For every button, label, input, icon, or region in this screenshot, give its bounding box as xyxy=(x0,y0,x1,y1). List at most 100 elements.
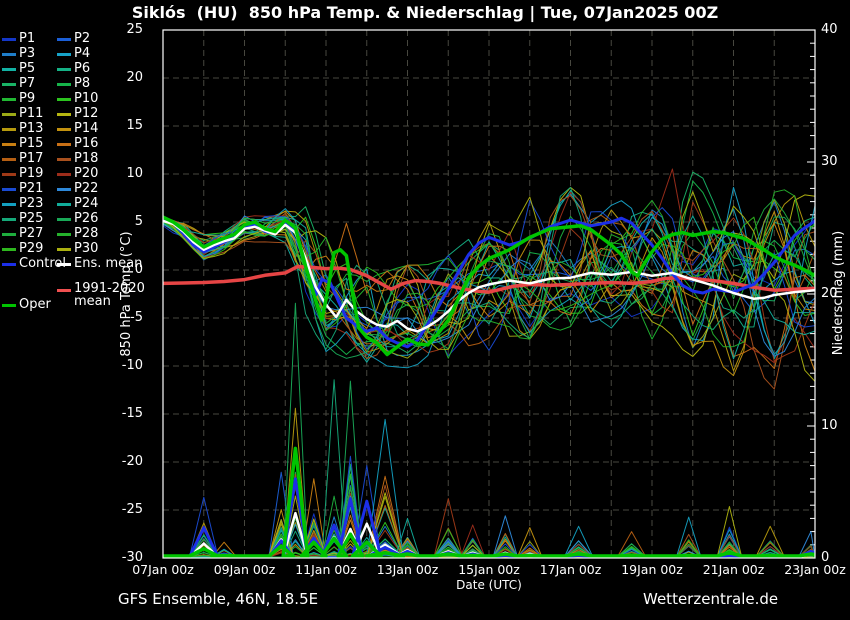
legend-item-P16-label: P16 xyxy=(74,136,99,151)
member-temp-P8 xyxy=(163,180,815,355)
left-tick--15: -15 xyxy=(121,406,143,421)
legend-item-P6-label: P6 xyxy=(74,61,91,76)
right-tick-40: 40 xyxy=(821,22,838,37)
left-tick-0: 0 xyxy=(134,262,143,277)
legend-item-P14-swatch xyxy=(57,128,71,131)
model-info-text: GFS Ensemble, 46N, 18.5E xyxy=(118,590,319,608)
x-tick-5: 17Jan 00z xyxy=(539,562,602,577)
x-tick-7: 21Jan 00z xyxy=(702,562,765,577)
member-temp-P22 xyxy=(163,215,815,357)
legend-item-ens-mean-label: Ens. mean xyxy=(74,256,143,271)
left-tick--10: -10 xyxy=(121,358,143,373)
right-tick-10: 10 xyxy=(821,418,838,433)
x-tick-2: 11Jan 00z xyxy=(295,562,357,577)
legend-item-P5-swatch xyxy=(2,68,16,71)
legend-item-control-swatch xyxy=(2,263,16,266)
legend-item-P30-swatch xyxy=(57,248,71,251)
right-axis-ticks xyxy=(807,42,815,546)
legend-item-P1-label: P1 xyxy=(19,31,36,46)
legend-item-ens-mean-swatch xyxy=(57,263,71,266)
right-tick-30: 30 xyxy=(821,154,838,169)
legend-item-P19-swatch xyxy=(2,173,16,176)
left-tick-15: 15 xyxy=(126,118,143,133)
left-tick-20: 20 xyxy=(126,70,143,85)
plot-frame xyxy=(162,29,816,559)
left-tick--5: -5 xyxy=(130,310,143,325)
ensemble-mean-line xyxy=(163,219,815,333)
legend-item-P12-swatch xyxy=(57,113,71,116)
legend-item-oper-swatch xyxy=(2,304,16,307)
legend-item-P13-label: P13 xyxy=(19,121,44,136)
legend-item-P12-label: P12 xyxy=(74,106,99,121)
left-tick-10: 10 xyxy=(126,166,143,181)
member-temp-P28 xyxy=(163,189,815,359)
left-tick-25: 25 xyxy=(126,22,143,37)
legend-item-P8-swatch xyxy=(57,83,71,86)
legend-item-P19-label: P19 xyxy=(19,166,44,181)
legend-item-P20-swatch xyxy=(57,173,71,176)
legend-item-P11-swatch xyxy=(2,113,16,116)
x-tick-0: 07Jan 00z xyxy=(132,562,194,577)
member-temp-P11 xyxy=(163,198,815,359)
legend-item-P25-swatch xyxy=(2,218,16,221)
legend-item-P8-label: P8 xyxy=(74,76,91,91)
legend-item-P29-swatch xyxy=(2,248,16,251)
member-temp-P26 xyxy=(163,216,815,359)
legend-item-P1-swatch xyxy=(2,38,16,41)
legend-item-P18-swatch xyxy=(57,158,71,161)
legend-item-P11-label: P11 xyxy=(19,106,44,121)
left-tick--20: -20 xyxy=(121,454,143,469)
left-tick-5: 5 xyxy=(134,214,143,229)
legend-item-P3-label: P3 xyxy=(19,46,36,61)
legend-item-P2-swatch xyxy=(57,38,71,41)
legend-item-P4-swatch xyxy=(57,53,71,56)
left-axis-title: 850 hPa Temp. (°C) xyxy=(119,231,134,357)
page-title: Siklós (HU) 850 hPa Temp. & Niederschlag… xyxy=(131,3,719,22)
legend-item-P28-swatch xyxy=(57,233,71,236)
legend-item-P20-label: P20 xyxy=(74,166,99,181)
legend-item-P27-swatch xyxy=(2,233,16,236)
legend-item-P23-swatch xyxy=(2,203,16,206)
legend-item-P14-label: P14 xyxy=(74,121,99,136)
legend-item-clim-mean-label: 1991-2020 mean xyxy=(74,281,145,309)
left-tick--30: -30 xyxy=(121,550,143,565)
legend-item-P24-swatch xyxy=(57,203,71,206)
oper-line xyxy=(163,215,815,357)
x-tick-8: 23Jan 00z xyxy=(784,562,846,577)
legend-item-P10-label: P10 xyxy=(74,91,99,106)
legend-item-control-label: Control xyxy=(19,256,66,271)
legend-item-P26-swatch xyxy=(57,218,71,221)
legend-item-P2-label: P2 xyxy=(74,31,91,46)
watermark-text: Wetterzentrale.de xyxy=(643,590,779,608)
right-tick-0: 0 xyxy=(821,550,830,565)
legend-item-P13-swatch xyxy=(2,128,16,131)
legend-item-P26-label: P26 xyxy=(74,211,99,226)
legend-item-P7-swatch xyxy=(2,83,16,86)
legend-item-P25-label: P25 xyxy=(19,211,44,226)
legend-item-P24-label: P24 xyxy=(74,196,99,211)
right-axis-title: Niederschlag (mm) xyxy=(831,230,846,356)
legend-item-P9-swatch xyxy=(2,98,16,101)
legend-item-P22-swatch xyxy=(57,188,71,191)
legend-item-P15-swatch xyxy=(2,143,16,146)
legend-item-P7-label: P7 xyxy=(19,76,36,91)
legend-item-P9-label: P9 xyxy=(19,91,36,106)
legend-item-P10-swatch xyxy=(57,98,71,101)
legend-item-P21-swatch xyxy=(2,188,16,191)
legend-item-oper-label: Oper xyxy=(19,297,51,312)
legend-item-P3-swatch xyxy=(2,53,16,56)
legend-item-P4-label: P4 xyxy=(74,46,91,61)
x-tick-6: 19Jan 00z xyxy=(621,562,683,577)
legend-item-P27-label: P27 xyxy=(19,226,44,241)
legend-item-P22-label: P22 xyxy=(74,181,99,196)
x-axis-title: Date (UTC) xyxy=(456,578,522,592)
legend-item-P16-swatch xyxy=(57,143,71,146)
x-tick-3: 13Jan 00z xyxy=(376,562,439,577)
right-tick-20: 20 xyxy=(821,286,838,301)
oper-precip-line xyxy=(163,446,815,558)
legend-item-P5-label: P5 xyxy=(19,61,36,76)
legend-item-P17-label: P17 xyxy=(19,151,44,166)
x-tick-1: 09Jan 00z xyxy=(213,562,276,577)
legend-item-P21-label: P21 xyxy=(19,181,44,196)
